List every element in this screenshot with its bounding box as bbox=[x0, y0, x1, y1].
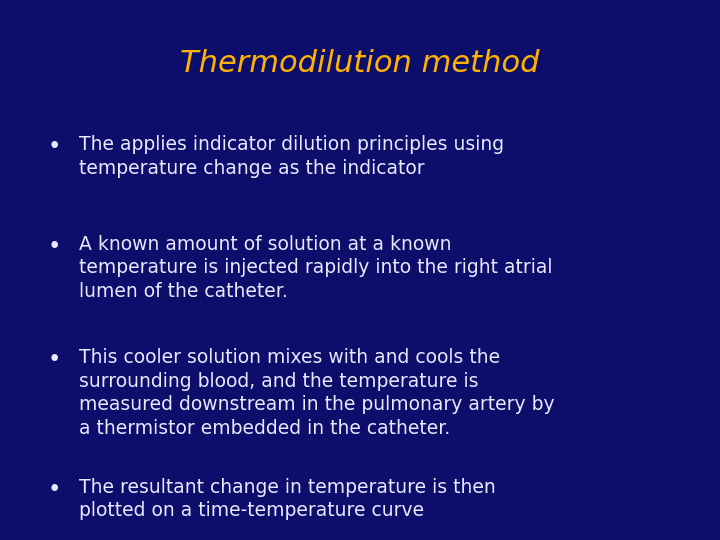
Text: The applies indicator dilution principles using
temperature change as the indica: The applies indicator dilution principle… bbox=[79, 135, 504, 178]
Text: •: • bbox=[48, 348, 60, 372]
Text: The resultant change in temperature is then
plotted on a time-temperature curve: The resultant change in temperature is t… bbox=[79, 478, 496, 521]
Text: •: • bbox=[48, 135, 60, 158]
Text: A known amount of solution at a known
temperature is injected rapidly into the r: A known amount of solution at a known te… bbox=[79, 235, 553, 301]
Text: Thermodilution method: Thermodilution method bbox=[180, 49, 540, 78]
Text: •: • bbox=[48, 478, 60, 501]
Text: •: • bbox=[48, 235, 60, 258]
Text: This cooler solution mixes with and cools the
surrounding blood, and the tempera: This cooler solution mixes with and cool… bbox=[79, 348, 555, 438]
